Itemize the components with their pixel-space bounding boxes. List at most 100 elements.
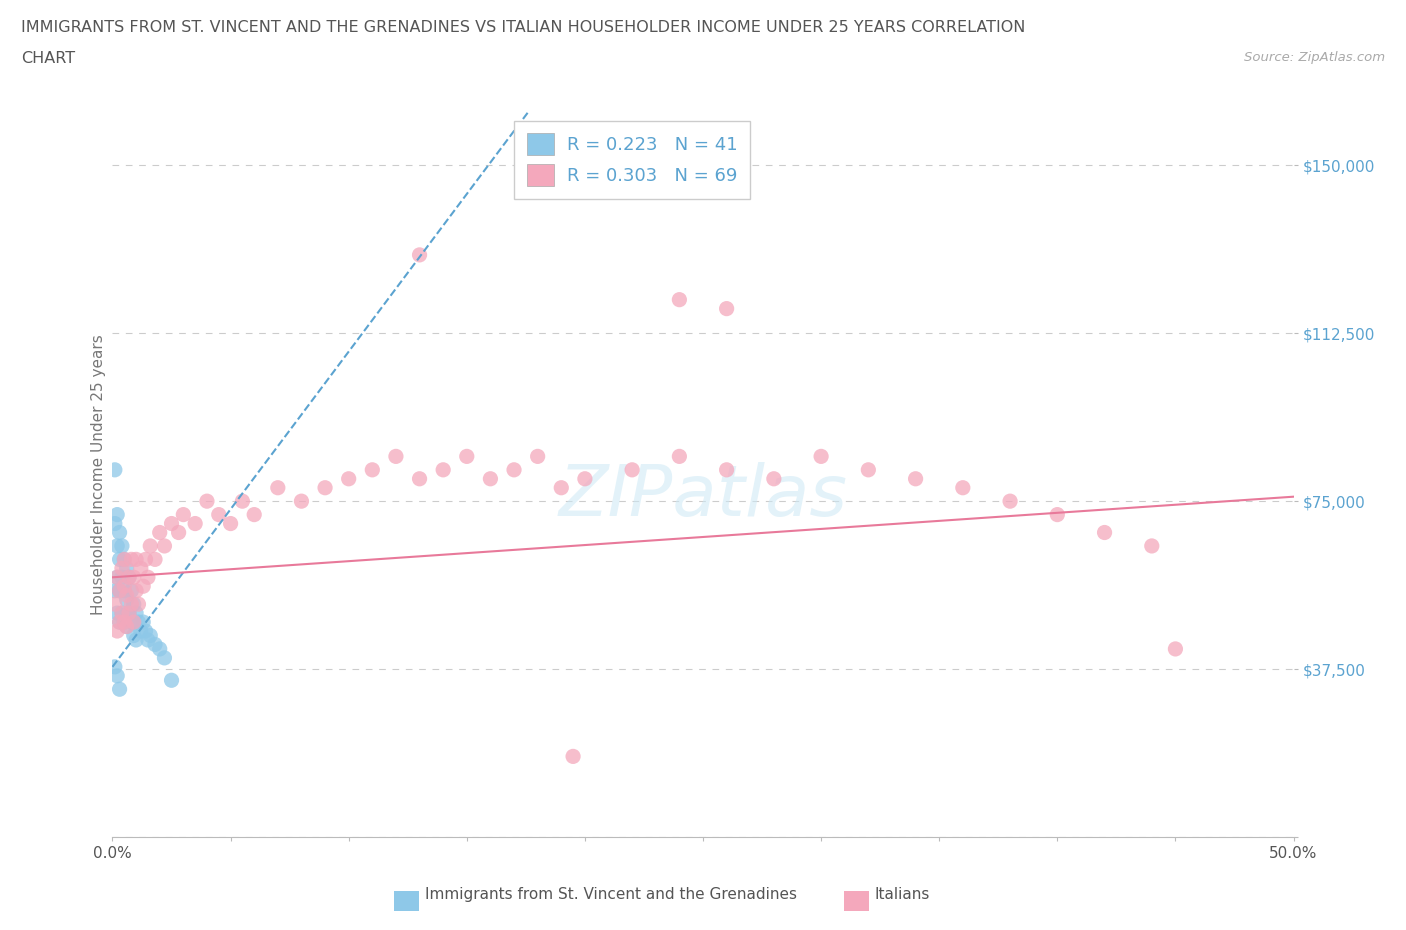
Point: [219, 516, 242, 531]
Point: [408, 472, 430, 486]
Point: [108, 615, 131, 630]
Point: [105, 570, 128, 585]
Point: [143, 637, 166, 652]
Point: [112, 615, 135, 630]
Point: [120, 597, 142, 612]
Point: [135, 624, 157, 639]
Point: [120, 583, 142, 598]
Point: [118, 570, 141, 585]
Point: [111, 538, 134, 553]
Point: [167, 525, 190, 540]
Point: [118, 605, 141, 620]
Point: [122, 570, 145, 585]
Point: [115, 619, 138, 634]
Point: [290, 494, 312, 509]
Text: Immigrants from St. Vincent and the Grenadines: Immigrants from St. Vincent and the Gren…: [425, 887, 797, 902]
Point: [668, 449, 690, 464]
Point: [125, 632, 148, 647]
Point: [122, 597, 145, 612]
Point: [105, 605, 128, 620]
Point: [810, 449, 832, 464]
Point: [104, 597, 127, 612]
Point: [120, 615, 142, 630]
Point: [105, 570, 128, 585]
Point: [408, 247, 430, 262]
Point: [112, 583, 135, 598]
Point: [125, 583, 148, 598]
Point: [143, 551, 166, 566]
Point: [526, 449, 548, 464]
Point: [132, 578, 155, 593]
Point: [104, 516, 127, 531]
Point: [153, 650, 176, 665]
Point: [139, 628, 162, 643]
Point: [105, 538, 128, 553]
Point: [112, 578, 135, 593]
Point: [105, 507, 128, 522]
Point: [149, 642, 172, 657]
Point: [112, 551, 135, 566]
Point: [858, 462, 880, 477]
Point: [118, 570, 141, 585]
Point: [385, 449, 408, 464]
Point: [314, 480, 336, 495]
Point: [267, 480, 290, 495]
Point: [361, 462, 384, 477]
Point: [108, 615, 131, 630]
Point: [337, 472, 360, 486]
Point: [108, 551, 131, 566]
Point: [125, 605, 148, 620]
Point: [208, 507, 231, 522]
Point: [104, 462, 127, 477]
Point: [456, 449, 478, 464]
Point: [574, 472, 596, 486]
Point: [668, 292, 690, 307]
Point: [149, 525, 172, 540]
Point: [136, 570, 159, 585]
Point: [105, 624, 128, 639]
Point: [184, 516, 207, 531]
Point: [104, 659, 127, 674]
Point: [153, 538, 176, 553]
Point: [1140, 538, 1163, 553]
Point: [998, 494, 1021, 509]
Point: [104, 583, 127, 598]
Point: [1046, 507, 1069, 522]
Point: [111, 605, 134, 620]
Point: [231, 494, 253, 509]
Point: [115, 592, 138, 607]
Point: [108, 583, 131, 598]
Point: [621, 462, 644, 477]
Point: [195, 494, 218, 509]
Point: [1094, 525, 1116, 540]
Point: [112, 615, 135, 630]
Point: [762, 472, 785, 486]
Point: [108, 682, 131, 697]
Text: CHART: CHART: [21, 51, 75, 66]
Legend: R = 0.223   N = 41, R = 0.303   N = 69: R = 0.223 N = 41, R = 0.303 N = 69: [515, 121, 749, 199]
Point: [129, 624, 152, 639]
Point: [122, 615, 145, 630]
Point: [108, 525, 131, 540]
Point: [127, 615, 149, 630]
Point: [125, 551, 148, 566]
Point: [1164, 642, 1187, 657]
Point: [172, 507, 194, 522]
Point: [160, 672, 183, 687]
Point: [136, 632, 159, 647]
Text: Italians: Italians: [875, 887, 929, 902]
Point: [115, 561, 138, 576]
Text: IMMIGRANTS FROM ST. VINCENT AND THE GRENADINES VS ITALIAN HOUSEHOLDER INCOME UND: IMMIGRANTS FROM ST. VINCENT AND THE GREN…: [21, 20, 1025, 35]
Point: [132, 615, 155, 630]
Point: [716, 462, 738, 477]
Y-axis label: Householder Income Under 25 years: Householder Income Under 25 years: [91, 334, 105, 615]
Point: [120, 551, 142, 566]
Point: [112, 551, 135, 566]
Point: [716, 301, 738, 316]
Point: [562, 749, 585, 764]
Point: [952, 480, 974, 495]
Point: [139, 538, 162, 553]
Point: [503, 462, 526, 477]
Point: [127, 597, 149, 612]
Text: Source: ZipAtlas.com: Source: ZipAtlas.com: [1244, 51, 1385, 64]
